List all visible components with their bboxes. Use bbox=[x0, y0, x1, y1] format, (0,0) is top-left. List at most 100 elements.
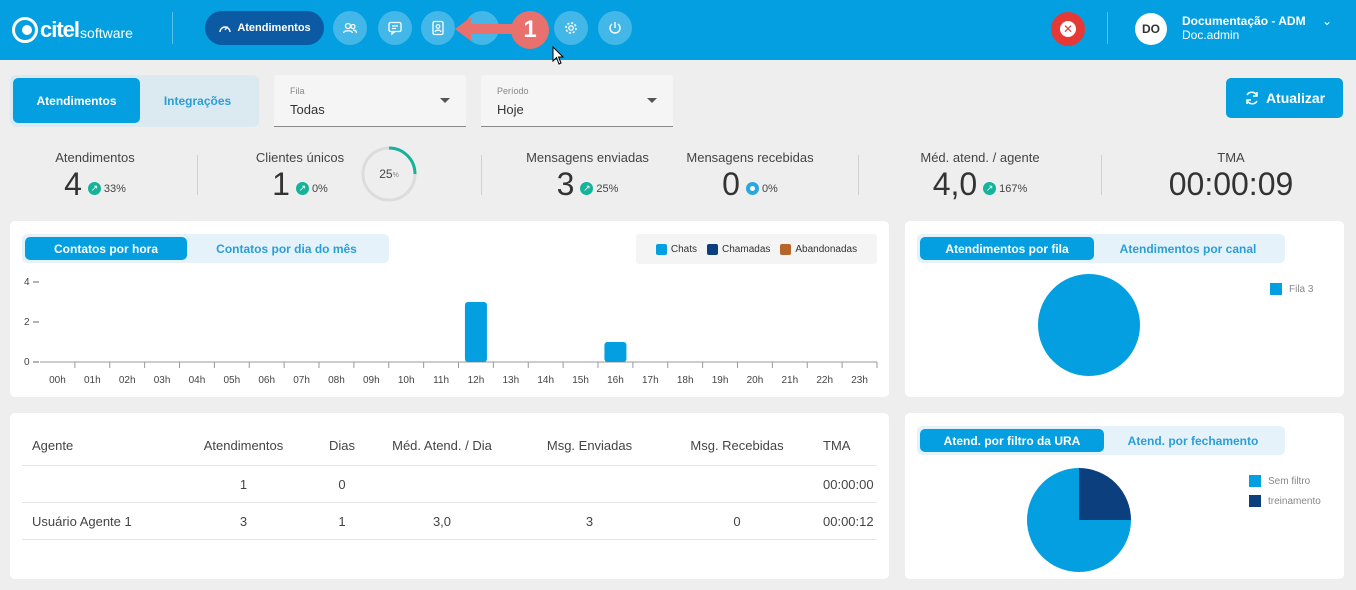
x-tick-label: 17h bbox=[642, 375, 659, 386]
ring-unit: % bbox=[392, 172, 399, 179]
citel-logo[interactable]: citel software bbox=[12, 12, 133, 48]
divider bbox=[197, 155, 198, 195]
periodo-select[interactable]: Período Hoje bbox=[481, 75, 673, 127]
cell-msg-recebidas bbox=[682, 466, 792, 502]
stat-title: Mensagens recebidas bbox=[686, 150, 814, 165]
x-tick-label: 03h bbox=[154, 375, 171, 386]
user-name[interactable]: Documentação - ADM bbox=[1182, 14, 1306, 28]
divider bbox=[481, 155, 482, 195]
col-agente[interactable]: Agente bbox=[32, 438, 74, 453]
legend-label: Sem filtro bbox=[1268, 475, 1311, 487]
cell-msg-enviadas: 3 bbox=[585, 513, 594, 529]
col-dias[interactable]: Dias bbox=[328, 438, 355, 453]
bar-chats-16h[interactable] bbox=[604, 342, 627, 362]
close-session-button[interactable]: ✕ bbox=[1051, 12, 1085, 46]
stat-change: 0% bbox=[761, 182, 778, 195]
nav-power-button[interactable] bbox=[598, 11, 632, 45]
legend-label: Abandonadas bbox=[795, 243, 858, 255]
chevron-down-icon[interactable]: ⌄ bbox=[1322, 14, 1333, 28]
stat-title: Atendimentos bbox=[55, 150, 135, 165]
annotation-step-badge: 1 bbox=[511, 11, 549, 49]
tab-filtro-ura[interactable]: Atend. por filtro da URA bbox=[920, 429, 1104, 452]
agent-table-card bbox=[10, 413, 889, 579]
col-atendimentos[interactable]: Atendimentos bbox=[203, 438, 284, 453]
clientes-ratio-ring bbox=[361, 146, 417, 202]
tab-fechamento[interactable]: Atend. por fechamento bbox=[1127, 433, 1259, 448]
caret-down-icon bbox=[647, 98, 657, 103]
fila-select[interactable]: Fila Todas bbox=[274, 75, 466, 127]
nav-contacts-button[interactable] bbox=[421, 11, 455, 45]
x-tick-label: 11h bbox=[433, 375, 449, 386]
tab-contatos-por-hora[interactable]: Contatos por hora bbox=[25, 237, 187, 260]
table-row[interactable]: 1 0 00:00:00 bbox=[22, 466, 877, 503]
trend-up-icon: ↗ bbox=[87, 182, 101, 195]
contact-book-icon bbox=[432, 20, 444, 36]
avatar[interactable]: DO bbox=[1135, 13, 1167, 45]
y-tick-label: 2 bbox=[24, 317, 30, 328]
x-tick-label: 18h bbox=[677, 375, 694, 386]
nav-atendimentos-label: Atendimentos bbox=[237, 22, 311, 34]
table-header-row: Agente Atendimentos Dias Méd. Atend. / D… bbox=[22, 426, 877, 466]
legend-item-chats[interactable]: Chats bbox=[655, 243, 698, 255]
tab-atendimentos-por-canal[interactable]: Atendimentos por canal bbox=[1119, 241, 1257, 256]
x-tick-label: 07h bbox=[293, 375, 310, 386]
pie-slice-sem-filtro[interactable] bbox=[1027, 468, 1131, 572]
table-row[interactable]: Usuário Agente 1 3 1 3,0 3 0 00:00:12 bbox=[22, 503, 877, 540]
stat-value: 4,0 bbox=[932, 166, 978, 202]
periodo-value: Hoje bbox=[497, 102, 524, 117]
legend-swatch bbox=[1249, 475, 1261, 487]
ura-pie-chart bbox=[1027, 468, 1131, 572]
stat-mensagens-recebidas: Mensagens recebidas 0 0% bbox=[680, 150, 820, 201]
stat-atendimentos: Atendimentos 4 ↗ 33% bbox=[40, 150, 150, 201]
stat-title: Mensagens enviadas bbox=[526, 150, 649, 165]
stat-title: Clientes únicos bbox=[255, 150, 345, 165]
col-media-dia[interactable]: Méd. Atend. / Dia bbox=[392, 438, 492, 453]
nav-settings-button[interactable] bbox=[554, 11, 588, 45]
tab-atendimentos-por-fila[interactable]: Atendimentos por fila bbox=[920, 237, 1094, 260]
nav-users-button[interactable] bbox=[333, 11, 367, 45]
divider bbox=[1101, 155, 1102, 195]
x-tick-label: 04h bbox=[189, 375, 206, 386]
legend-swatch bbox=[655, 243, 667, 255]
legend-swatch bbox=[1270, 283, 1282, 295]
x-tick-label: 02h bbox=[119, 375, 136, 386]
ring-value: 25 bbox=[379, 167, 393, 181]
caret-down-icon bbox=[440, 98, 450, 103]
bar-chats-12h[interactable] bbox=[464, 302, 487, 362]
user-login: Doc.admin bbox=[1182, 28, 1240, 42]
legend-item-abandonadas[interactable]: Abandonadas bbox=[780, 243, 858, 255]
col-tma[interactable]: TMA bbox=[823, 438, 851, 453]
x-tick-label: 19h bbox=[712, 375, 729, 386]
segment-integracoes[interactable]: Integrações bbox=[163, 93, 232, 108]
legend-item-sem-filtro[interactable]: Sem filtro bbox=[1249, 475, 1310, 487]
stat-value: 0 bbox=[722, 166, 740, 202]
users-icon bbox=[342, 22, 358, 34]
col-msg-enviadas[interactable]: Msg. Enviadas bbox=[546, 438, 633, 453]
contatos-por-hora-chart: 4 2 0 00h 01h 02h 03h 04h 05h 06h 07h 08h 09h 10h 11h 1… bbox=[24, 277, 878, 386]
periodo-label: Período bbox=[497, 86, 529, 96]
segment-atendimentos[interactable]: Atendimentos bbox=[13, 78, 140, 123]
nav-atendimentos-button[interactable]: Atendimentos bbox=[205, 11, 324, 45]
legend-label: Chats bbox=[670, 243, 698, 255]
col-msg-recebidas[interactable]: Msg. Recebidas bbox=[690, 438, 784, 453]
pie-slice-treinamento[interactable] bbox=[1079, 468, 1131, 520]
pie-slice-fila-3[interactable] bbox=[1038, 274, 1140, 376]
stat-change: 25% bbox=[596, 182, 619, 195]
x-tick-label: 14h bbox=[537, 375, 554, 386]
legend-item-fila-3[interactable]: Fila 3 bbox=[1270, 283, 1313, 295]
legend-item-treinamento[interactable]: treinamento bbox=[1249, 495, 1321, 507]
legend-label: Chamadas bbox=[722, 243, 771, 255]
stat-title: TMA bbox=[1217, 150, 1245, 165]
fila-label: Fila bbox=[290, 86, 305, 96]
x-tick-label: 20h bbox=[747, 375, 764, 386]
tab-contatos-por-dia[interactable]: Contatos por dia do mês bbox=[216, 241, 357, 256]
stat-media-agente: Méd. atend. / agente 4,0 ↗ 167% bbox=[910, 150, 1050, 201]
legend-item-chamadas[interactable]: Chamadas bbox=[707, 243, 771, 255]
cell-media-dia bbox=[382, 466, 502, 502]
refresh-button[interactable]: Atualizar bbox=[1226, 78, 1343, 118]
cell-atendimentos: 1 bbox=[239, 476, 248, 492]
top-bar: citel software Atendimentos bbox=[0, 0, 1356, 60]
nav-chat-button[interactable] bbox=[378, 11, 412, 45]
ring-label: 25% bbox=[361, 146, 417, 202]
fila-pie-chart bbox=[1038, 274, 1140, 376]
